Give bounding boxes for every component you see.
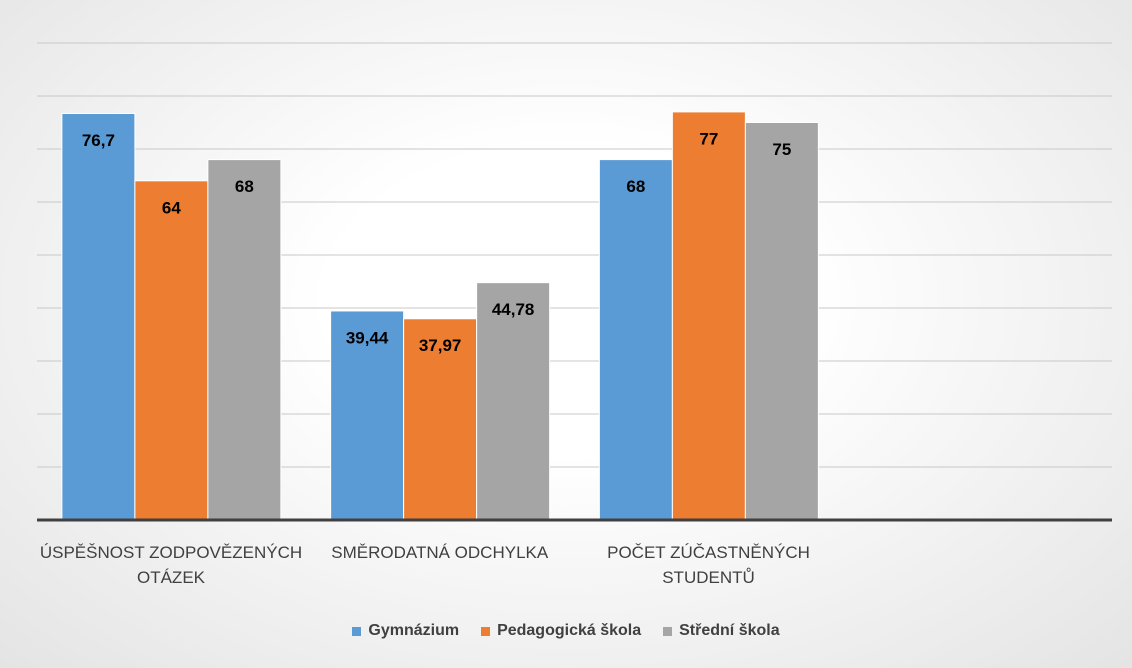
- legend-label: Střední škola: [679, 622, 780, 639]
- data-label: 39,44: [346, 328, 389, 347]
- legend-swatch: [481, 626, 491, 636]
- x-tick-label: POČET ZÚČASTNĚNÝCH STUDENTŮ: [607, 543, 810, 587]
- bar: [403, 318, 478, 521]
- x-tick-label: ÚSPĚŠNOST ZODPOVĚZENÝCH OTÁZEK: [39, 543, 303, 587]
- bar: [598, 159, 673, 521]
- bar: [330, 310, 405, 521]
- bar: [476, 282, 551, 521]
- bar: [207, 159, 282, 521]
- bar: [134, 180, 209, 521]
- legend-label: Pedagogická škola: [497, 622, 642, 639]
- legend-item: Gymnázium: [352, 622, 459, 640]
- x-tick-label: SMĚRODATNÁ ODCHYLKA: [331, 543, 549, 562]
- data-label: 68: [235, 177, 254, 196]
- legend: Gymnázium Pedagogická škola Střední škola: [0, 622, 1132, 640]
- bar: [61, 112, 136, 521]
- legend-label: Gymnázium: [368, 622, 460, 639]
- data-label: 64: [162, 198, 181, 217]
- legend-item: Pedagogická škola: [481, 622, 641, 640]
- legend-swatch: [352, 626, 362, 636]
- bar: [671, 111, 746, 521]
- data-label: 77: [699, 129, 718, 148]
- data-label: 68: [626, 177, 645, 196]
- data-label: 76,7: [82, 131, 115, 150]
- data-label: 44,78: [492, 300, 535, 319]
- legend-item: Střední škola: [663, 622, 780, 640]
- data-label: 37,97: [419, 336, 462, 355]
- legend-swatch: [663, 626, 673, 636]
- data-label: 75: [772, 140, 791, 159]
- bar: [744, 122, 819, 521]
